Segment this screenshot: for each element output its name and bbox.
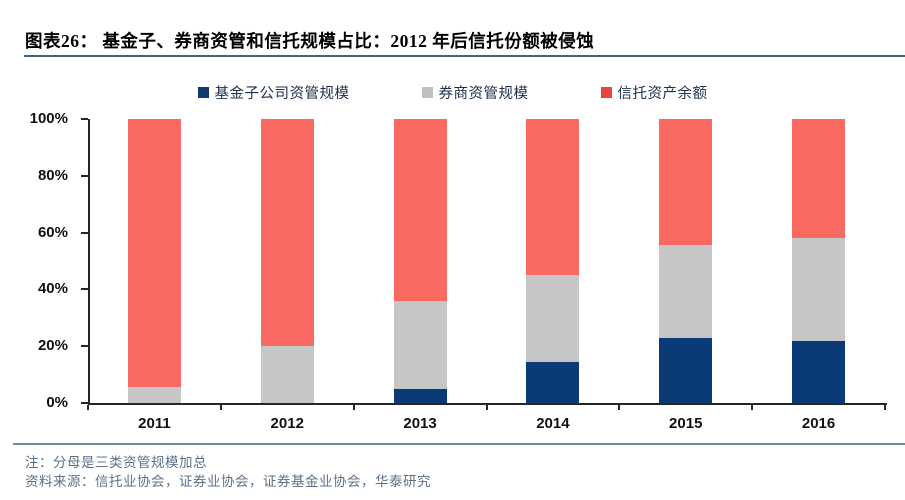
footer-divider — [13, 443, 905, 445]
y-axis-label: 0% — [46, 394, 68, 411]
y-axis-tick — [81, 231, 88, 234]
legend-label: 基金子公司资管规模 — [214, 85, 350, 102]
x-axis-tick — [485, 405, 488, 410]
x-axis-tick — [352, 405, 355, 410]
bar-segment-2012 — [260, 346, 314, 403]
x-axis-tick — [751, 405, 754, 410]
y-axis-label: 40% — [37, 280, 68, 298]
legend-item-1: 基金子公司资管规模 — [197, 82, 350, 103]
x-axis-label: 2011 — [138, 415, 171, 432]
y-axis-label: 80% — [37, 166, 68, 184]
bar-segment-2014 — [526, 275, 580, 362]
x-axis-tick — [618, 405, 621, 410]
y-axis-tick — [81, 402, 88, 404]
x-axis-label: 2016 — [801, 415, 836, 432]
legend-swatch-icon — [197, 86, 209, 98]
title-underline — [24, 55, 905, 57]
bar-segment-2014 — [526, 119, 580, 276]
legend-label: 券商资管规模 — [438, 85, 529, 102]
bar-segment-2015 — [659, 337, 713, 403]
bar-segment-2013 — [393, 388, 447, 403]
y-axis-tick — [81, 118, 88, 120]
legend-item-2: 券商资管规模 — [421, 82, 529, 103]
bar-segment-2016 — [792, 340, 846, 403]
legend-swatch-icon — [600, 86, 612, 98]
bar-segment-2016 — [792, 119, 846, 239]
y-axis-label: 60% — [37, 223, 68, 241]
y-axis-label: 100% — [29, 110, 68, 127]
bar-segment-2015 — [659, 119, 713, 246]
bar-segment-2013 — [393, 119, 447, 301]
chart-legend: 基金子公司资管规模 券商资管规模 信托资产余额 — [0, 82, 905, 103]
x-axis-label: 2014 — [536, 415, 570, 432]
bar-segment-2012 — [260, 119, 314, 347]
bar-segment-2016 — [792, 238, 846, 341]
y-axis-tick — [81, 345, 88, 348]
chart-source: 资料来源：信托业协会，证券业协会，证券基金业协会，华泰研究 — [25, 474, 431, 489]
chart-note: 注：分母是三类资管规模加总 — [25, 455, 207, 470]
legend-swatch-icon — [421, 86, 433, 98]
y-axis-tick — [81, 288, 88, 291]
bar-segment-2011 — [127, 387, 181, 403]
x-axis-label: 2015 — [669, 415, 703, 432]
bar-segment-2014 — [526, 361, 580, 403]
y-axis-tick — [81, 174, 88, 177]
bar-segment-2013 — [393, 300, 447, 389]
legend-item-3: 信托资产余额 — [600, 82, 708, 103]
chart-title: 图表26： 基金子、券商资管和信托规模占比：2012 年后信托份额被侵蚀 — [25, 31, 595, 51]
plot-area — [88, 119, 887, 405]
x-axis-tick — [884, 405, 886, 410]
bar-segment-2015 — [659, 245, 713, 338]
x-axis-tick — [219, 405, 222, 410]
x-axis-label: 2013 — [403, 415, 437, 432]
x-axis-label: 2012 — [270, 415, 304, 432]
legend-label: 信托资产余额 — [617, 85, 708, 102]
x-axis-tick — [87, 405, 89, 410]
y-axis-label: 20% — [37, 337, 68, 355]
bar-segment-2011 — [127, 119, 181, 388]
